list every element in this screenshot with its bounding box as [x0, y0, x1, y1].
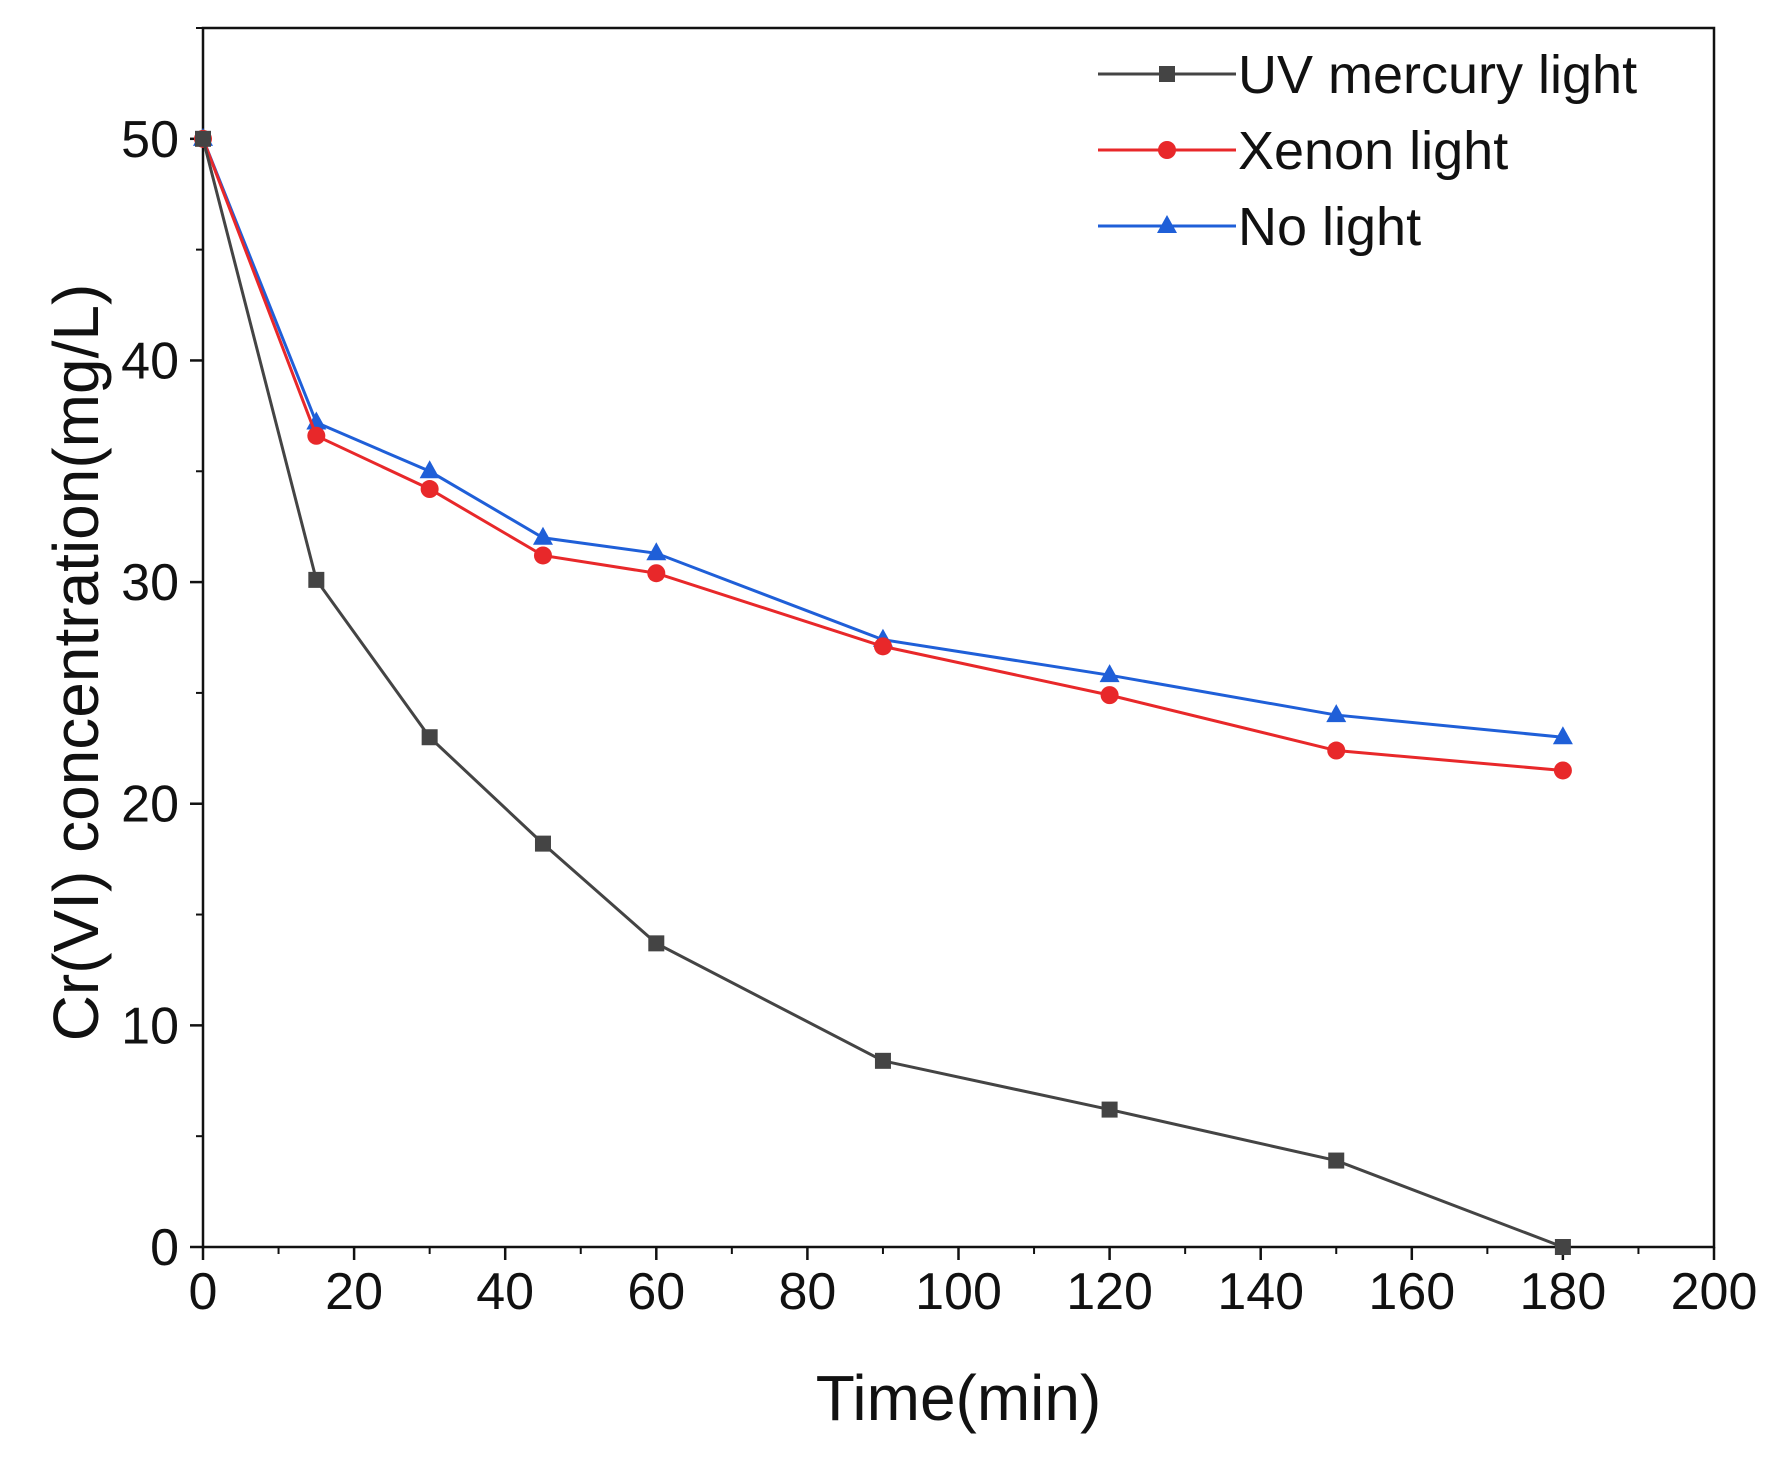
data-point [1100, 686, 1119, 705]
data-point [874, 1052, 891, 1069]
data-point [1326, 704, 1347, 723]
y-tick-label: 0 [150, 1219, 179, 1277]
data-point [1327, 741, 1346, 760]
series-layer [193, 127, 1573, 1255]
legend-item: No light [1098, 197, 1421, 257]
y-tick-label: 20 [121, 776, 179, 834]
legend: UV mercury light Xenon light No light [1098, 45, 1637, 257]
x-tick-label: 180 [1520, 1263, 1607, 1321]
x-tick-label: 80 [778, 1263, 836, 1321]
x-tick-label: 200 [1671, 1263, 1758, 1321]
data-point [646, 542, 667, 561]
x-tick-label: 0 [189, 1263, 218, 1321]
data-point [1328, 1152, 1345, 1169]
x-tick-label: 100 [915, 1263, 1002, 1321]
data-point [419, 460, 440, 479]
data-point [421, 729, 438, 746]
legend-label: Xenon light [1238, 121, 1508, 181]
x-tick-label: 120 [1066, 1263, 1153, 1321]
x-tick-label: 60 [627, 1263, 685, 1321]
y-tick-label: 50 [121, 111, 179, 169]
x-tick-label: 140 [1217, 1263, 1304, 1321]
data-point [647, 564, 666, 583]
data-point [1552, 726, 1573, 745]
series-uv-mercury-light [195, 130, 1571, 1255]
data-point [1101, 1101, 1118, 1118]
legend-item: UV mercury light [1098, 45, 1637, 105]
data-point [308, 571, 325, 588]
x-tick-label: 40 [476, 1263, 534, 1321]
y-tick-label: 30 [121, 554, 179, 612]
legend-label: No light [1238, 197, 1421, 257]
x-tick-label: 20 [325, 1263, 383, 1321]
y-tick-label: 40 [121, 332, 179, 390]
data-point [1099, 664, 1120, 683]
data-point [1553, 761, 1572, 780]
data-point [307, 426, 326, 445]
x-tick-label: 160 [1368, 1263, 1455, 1321]
plot-frame [201, 26, 1716, 1249]
data-point [533, 546, 552, 565]
legend-marker [1159, 66, 1175, 82]
axes-layer: 0 20 40 60 80 100 120 140 160 180 200 0 10 20 30 40 50 [121, 26, 1758, 1321]
data-point [648, 935, 665, 952]
y-axis-title: Cr(VI) concentration(mg/L) [40, 284, 112, 1042]
data-point [873, 637, 892, 656]
x-axis-title: Time(min) [816, 1362, 1102, 1434]
data-point [1554, 1239, 1571, 1255]
legend-marker [1157, 215, 1177, 233]
data-point [195, 130, 211, 147]
data-point [534, 835, 551, 852]
legend-item: Xenon light [1098, 121, 1508, 181]
data-point [420, 480, 439, 499]
series-line [201, 138, 1564, 1249]
legend-label: UV mercury light [1238, 45, 1637, 105]
y-tick-label: 10 [121, 997, 179, 1055]
data-point [532, 526, 553, 545]
legend-marker [1158, 141, 1176, 159]
